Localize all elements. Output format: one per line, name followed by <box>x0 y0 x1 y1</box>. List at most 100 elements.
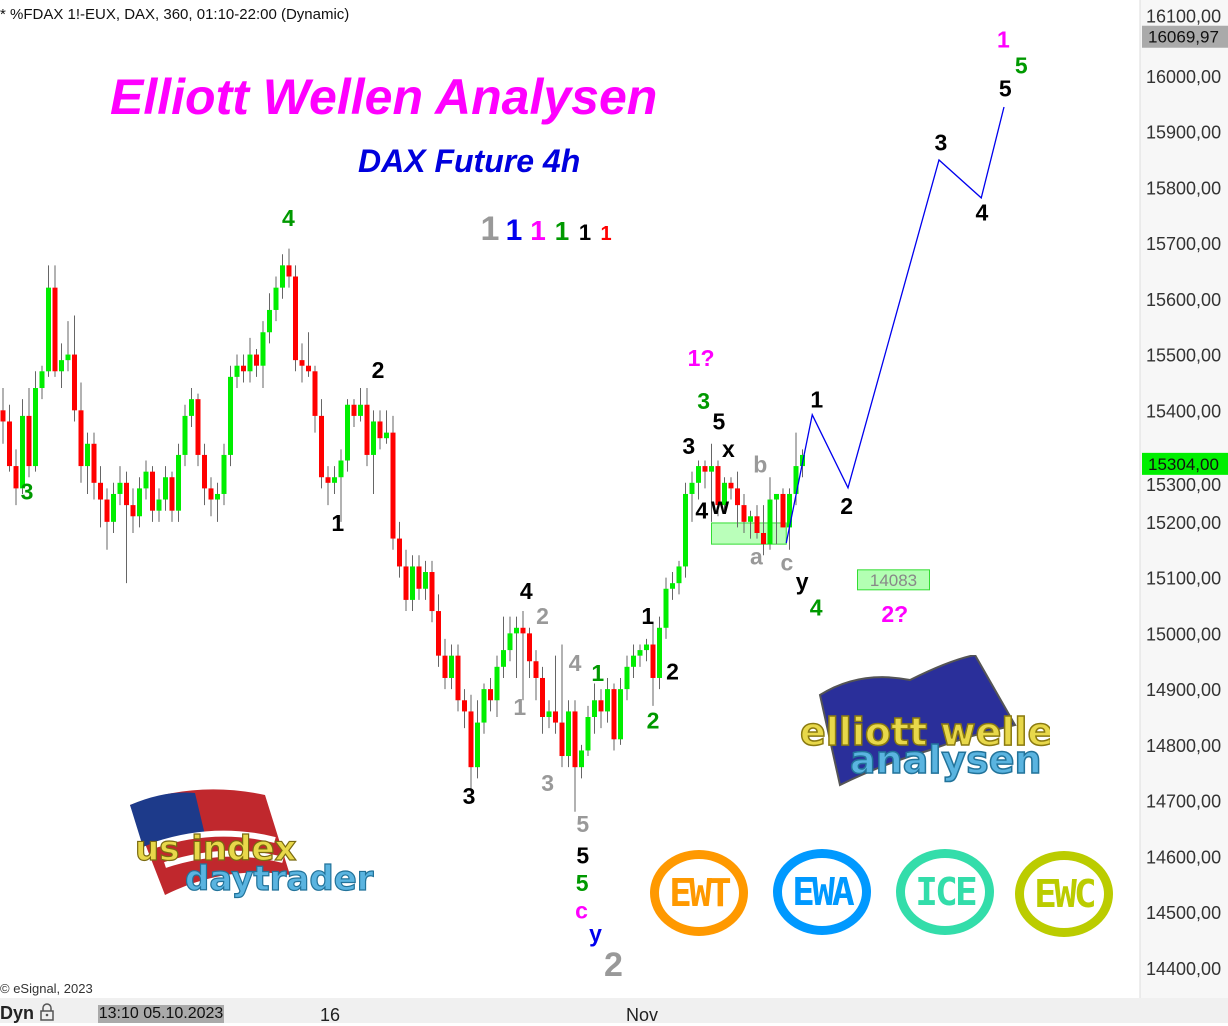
candle-up <box>644 644 649 651</box>
candle-up <box>221 454 227 494</box>
wave-label: y <box>796 569 809 595</box>
candle-down <box>429 572 435 612</box>
target-box <box>857 569 930 591</box>
svg-text:elliott wellen: elliott wellen <box>800 710 1050 754</box>
candle-up <box>722 482 727 506</box>
candle-up <box>696 466 701 483</box>
dynamic-mode-toggle[interactable]: Dyn <box>0 1003 55 1024</box>
candle-up <box>709 466 714 472</box>
wave-label: 4 <box>520 578 533 604</box>
candle-down <box>78 410 84 467</box>
wave-label: c <box>575 897 588 923</box>
candle-down <box>169 477 175 511</box>
y-tick-label: 16100,00 <box>1146 7 1221 27</box>
elliott-wellen-analysen-logo: elliott wellen analysen <box>800 655 1050 787</box>
candle-up <box>748 516 753 522</box>
y-axis-panel <box>1140 0 1228 998</box>
dyn-label: Dyn <box>0 1003 35 1023</box>
x-label-16: 16 <box>320 1005 341 1025</box>
candle-down <box>702 466 708 472</box>
candle-up <box>663 588 669 628</box>
wave-label: 5 <box>999 76 1012 102</box>
y-tick-label: 15000,00 <box>1146 624 1221 644</box>
candle-down <box>728 482 734 489</box>
candle-up <box>585 717 591 751</box>
candle-up <box>676 566 682 584</box>
candle-down <box>520 627 526 634</box>
wave-label: 2 <box>604 946 623 984</box>
y-tick-label: 15400,00 <box>1146 401 1221 421</box>
candle-up <box>85 443 90 467</box>
candle-up <box>657 627 662 678</box>
wave-label: 5 <box>576 811 589 837</box>
candle-up <box>137 488 142 517</box>
y-tick-label: 14700,00 <box>1146 792 1221 812</box>
wave-label: 5 <box>713 408 726 434</box>
wave-label: 1 <box>641 603 654 629</box>
candle-up <box>39 371 45 389</box>
candle-up <box>579 750 584 768</box>
wave-label: 3 <box>935 130 948 156</box>
candle-down <box>390 432 396 539</box>
candle-up <box>215 493 220 500</box>
candle-up <box>280 265 285 288</box>
candle-down <box>468 711 474 768</box>
y-tick-label: 15800,00 <box>1146 178 1221 198</box>
candle-down <box>377 421 383 439</box>
y-tick-label: 14800,00 <box>1146 736 1221 756</box>
candle-up <box>514 627 519 634</box>
padlock-icon[interactable] <box>39 1003 55 1021</box>
candle-down <box>319 415 324 478</box>
us-index-daytrader-logo: us index daytrader <box>130 789 374 900</box>
badge-ewa: EWA <box>773 849 871 935</box>
candle-up <box>592 700 597 717</box>
wave-label: 1 <box>997 27 1010 53</box>
wave-label: y <box>589 920 602 946</box>
wave-label: 1 <box>810 387 823 413</box>
candle-up <box>449 655 454 678</box>
candle-up <box>384 432 389 439</box>
y-tick-label: 15500,00 <box>1146 346 1221 366</box>
candle-up <box>234 365 240 377</box>
candle-down <box>572 711 578 768</box>
symbol-header: * %FDAX 1!-EUX, DAX, 360, 01:10-22:00 (D… <box>0 6 350 23</box>
y-tick-label: 15900,00 <box>1146 123 1221 143</box>
y-tick-label: 14400,00 <box>1146 959 1221 979</box>
y-tick-label: 14600,00 <box>1146 847 1221 867</box>
candle-down <box>254 354 259 366</box>
candle-down <box>416 566 422 589</box>
candle-up <box>501 650 506 667</box>
wave-label: 1? <box>688 345 715 371</box>
y-tick-label: 14500,00 <box>1146 903 1221 923</box>
candle-down <box>533 661 539 678</box>
degree-legend-item: 1 <box>555 216 569 246</box>
candle-up <box>111 493 116 522</box>
degree-legend-item: 1 <box>600 223 611 245</box>
candle-up <box>605 689 610 712</box>
candle-up <box>117 482 123 494</box>
candle-down <box>98 482 103 500</box>
candle-up <box>767 499 773 545</box>
candle-down <box>553 711 558 723</box>
overlay-subtitle: DAX Future 4h <box>358 143 581 179</box>
candle-down <box>364 404 370 455</box>
candle-up <box>371 421 376 455</box>
candle-down <box>527 633 532 662</box>
wave-label: 5 <box>1015 53 1028 79</box>
wave-label: b <box>753 451 767 477</box>
candle-up <box>475 722 480 768</box>
candle-up <box>189 399 194 416</box>
wave-label: a <box>750 543 763 569</box>
candle-up <box>787 493 792 528</box>
degree-legend-item: 1 <box>530 215 546 246</box>
price-marker-label: 16069,97 <box>1148 28 1219 47</box>
candle-up <box>683 493 688 567</box>
support-zone <box>711 522 787 545</box>
candle-down <box>124 482 129 506</box>
candle-down <box>293 276 298 361</box>
candle-down <box>455 655 461 701</box>
candle-down <box>442 655 448 678</box>
candle-down <box>286 265 292 277</box>
candle-down <box>559 722 565 757</box>
candle-up <box>182 415 188 455</box>
